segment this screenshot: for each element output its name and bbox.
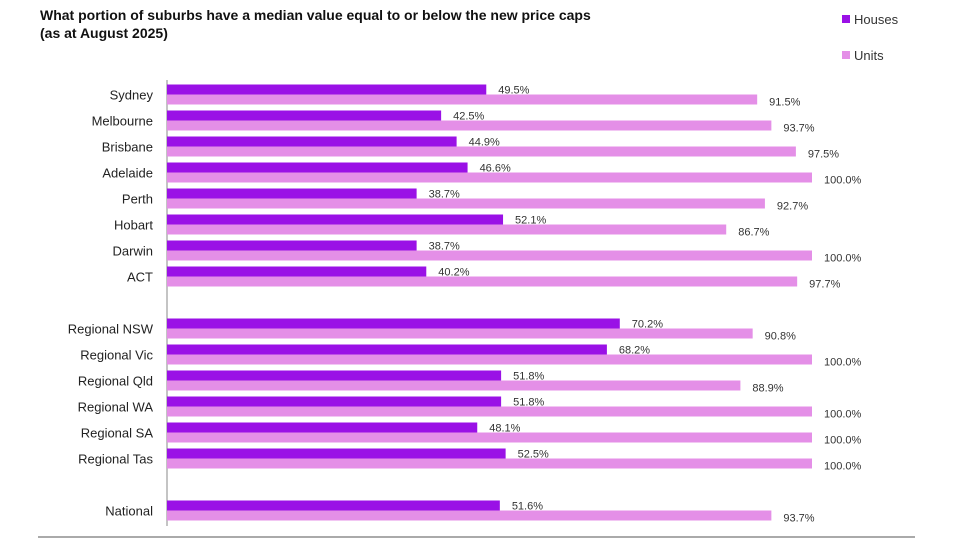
data-label-units-act: 97.7% [809, 279, 840, 291]
bar-houses-national [167, 500, 500, 511]
bar-units-perth [167, 198, 765, 209]
bar-houses-perth [167, 188, 417, 199]
category-label-regional-tas: Regional Tas [78, 452, 153, 467]
category-label-national: National [105, 504, 153, 519]
legend-label-houses: Houses [854, 11, 899, 27]
category-label-melbourne: Melbourne [92, 114, 153, 129]
bar-units-hobart [167, 224, 727, 235]
data-label-units-sydney: 91.5% [769, 97, 800, 109]
legend-swatch-units [842, 51, 850, 59]
data-label-houses-regional-wa: 51.8% [513, 397, 544, 409]
bar-houses-adelaide [167, 162, 468, 173]
data-label-houses-sydney: 49.5% [498, 85, 529, 97]
data-label-units-adelaide: 100.0% [824, 175, 862, 187]
bar-units-darwin [167, 250, 812, 261]
data-label-units-national: 93.7% [783, 513, 814, 525]
data-label-houses-perth: 38.7% [429, 189, 460, 201]
bar-houses-darwin [167, 240, 417, 251]
category-label-regional-qld: Regional Qld [78, 374, 153, 389]
data-label-units-hobart: 86.7% [738, 227, 769, 239]
bar-houses-brisbane [167, 136, 457, 147]
legend-item-houses: Houses [842, 10, 898, 28]
data-label-houses-regional-nsw: 70.2% [632, 319, 663, 331]
bar-houses-sydney [167, 84, 487, 95]
category-label-perth: Perth [122, 192, 153, 207]
category-label-brisbane: Brisbane [102, 140, 153, 155]
data-label-units-regional-wa: 100.0% [824, 409, 862, 421]
data-label-units-melbourne: 93.7% [783, 123, 814, 135]
bar-units-regional-qld [167, 380, 741, 391]
chart-title: What portion of suburbs have a median va… [40, 6, 800, 42]
data-label-units-regional-vic: 100.0% [824, 357, 862, 369]
bar-houses-regional-nsw [167, 318, 620, 329]
bar-houses-act [167, 266, 427, 277]
bar-houses-hobart [167, 214, 504, 225]
category-label-hobart: Hobart [114, 218, 153, 233]
data-label-units-regional-sa: 100.0% [824, 435, 862, 447]
category-label-adelaide: Adelaide [102, 166, 153, 181]
bar-units-regional-tas [167, 458, 812, 469]
bar-units-brisbane [167, 146, 796, 157]
data-label-units-darwin: 100.0% [824, 253, 862, 265]
bar-houses-regional-sa [167, 422, 478, 433]
data-label-houses-darwin: 38.7% [429, 241, 460, 253]
category-label-darwin: Darwin [113, 244, 153, 259]
bar-units-regional-sa [167, 432, 812, 443]
bar-houses-regional-vic [167, 344, 607, 355]
data-label-houses-act: 40.2% [438, 267, 469, 279]
category-label-sydney: Sydney [110, 88, 154, 103]
category-label-act: ACT [127, 270, 153, 285]
category-label-regional-vic: Regional Vic [80, 348, 153, 363]
bar-houses-regional-tas [167, 448, 506, 459]
legend-swatch-houses [842, 15, 850, 23]
bar-houses-melbourne [167, 110, 442, 121]
data-label-houses-adelaide: 46.6% [480, 163, 511, 175]
bar-units-national [167, 510, 772, 521]
legend: Houses Units [842, 10, 898, 82]
data-label-houses-regional-sa: 48.1% [489, 423, 520, 435]
legend-item-units: Units [842, 46, 898, 64]
bar-units-melbourne [167, 120, 772, 131]
chart-title-line-2: (as at August 2025) [40, 25, 168, 41]
data-label-houses-regional-tas: 52.5% [518, 449, 549, 461]
category-label-regional-sa: Regional SA [81, 426, 154, 441]
data-label-houses-regional-vic: 68.2% [619, 345, 650, 357]
chart-title-line-1: What portion of suburbs have a median va… [40, 7, 591, 23]
bar-units-act [167, 276, 798, 287]
bar-units-sydney [167, 94, 758, 105]
data-label-units-regional-tas: 100.0% [824, 461, 862, 473]
bar-units-regional-nsw [167, 328, 753, 339]
bar-units-regional-vic [167, 354, 812, 365]
data-label-houses-hobart: 52.1% [515, 215, 546, 227]
data-label-units-regional-nsw: 90.8% [765, 331, 796, 343]
legend-label-units: Units [854, 47, 884, 63]
bar-units-regional-wa [167, 406, 812, 417]
data-label-houses-brisbane: 44.9% [469, 137, 500, 149]
bar-units-adelaide [167, 172, 812, 183]
data-label-units-regional-qld: 88.9% [752, 383, 783, 395]
data-label-houses-melbourne: 42.5% [453, 111, 484, 123]
category-label-regional-nsw: Regional NSW [68, 322, 154, 337]
data-label-houses-national: 51.6% [512, 501, 543, 513]
bar-houses-regional-wa [167, 396, 502, 407]
category-label-regional-wa: Regional WA [78, 400, 154, 415]
bar-houses-regional-qld [167, 370, 502, 381]
data-label-units-brisbane: 97.5% [808, 149, 839, 161]
data-label-units-perth: 92.7% [777, 201, 808, 213]
data-label-houses-regional-qld: 51.8% [513, 371, 544, 383]
